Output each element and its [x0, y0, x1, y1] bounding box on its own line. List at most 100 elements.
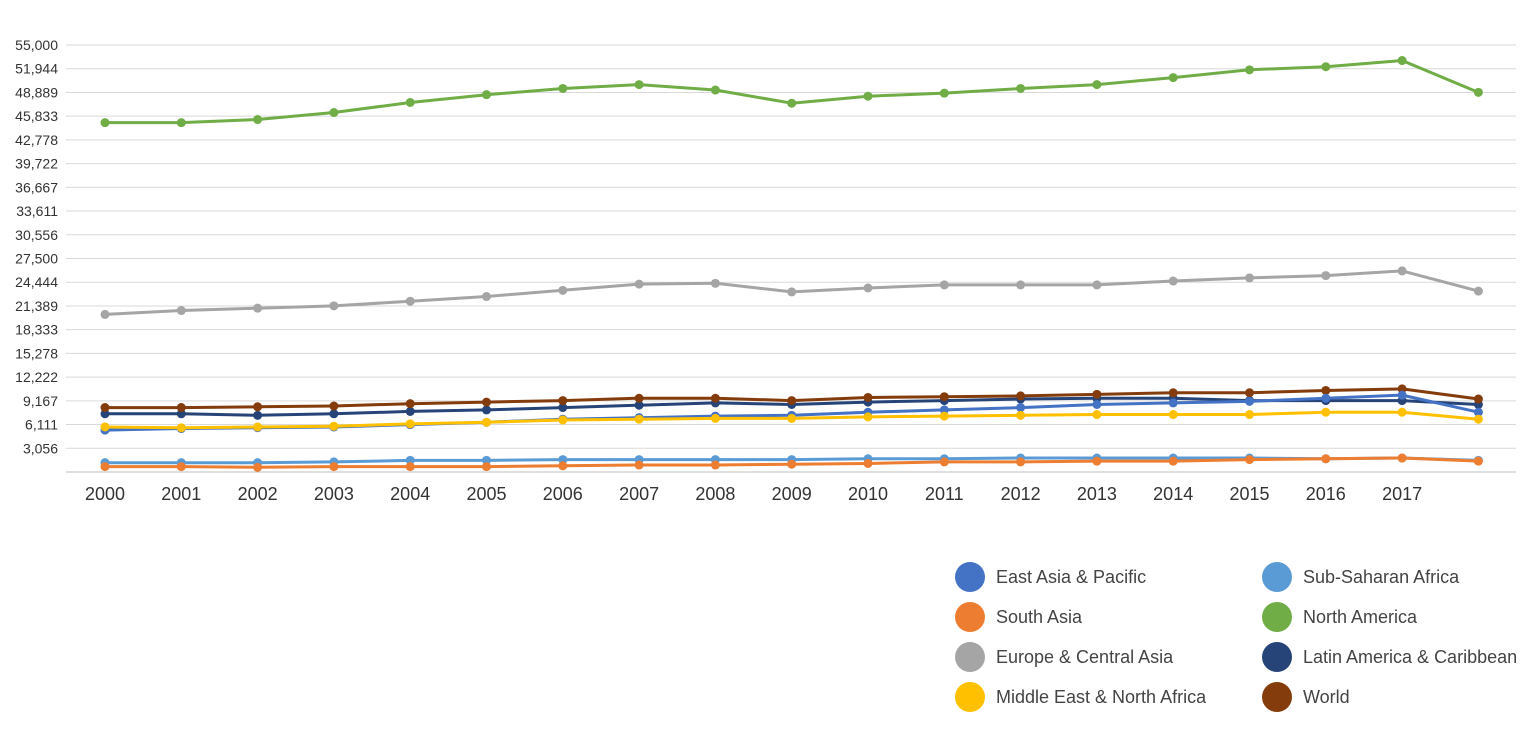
- data-point: [482, 90, 491, 100]
- data-point: [253, 410, 263, 420]
- x-tick-label: 2006: [543, 484, 583, 504]
- data-point: [939, 392, 949, 402]
- data-point: [329, 301, 339, 311]
- y-tick-label: 39,722: [15, 156, 58, 172]
- data-point: [558, 415, 568, 425]
- data-point: [1245, 273, 1254, 283]
- legend-item: South Asia: [955, 602, 1083, 632]
- x-tick-label: 2009: [772, 484, 812, 504]
- x-tick-label: 2003: [314, 484, 354, 504]
- data-point: [176, 118, 186, 128]
- data-point: [787, 459, 797, 469]
- data-point: [710, 85, 720, 95]
- data-point: [634, 393, 644, 403]
- data-point: [405, 97, 415, 107]
- data-point: [482, 455, 491, 465]
- y-tick-label: 51,944: [15, 61, 58, 77]
- data-point: [1473, 87, 1483, 97]
- data-point: [1092, 456, 1102, 466]
- series-south-asia: [100, 453, 1483, 472]
- series-group: [100, 56, 1483, 472]
- y-tick-label: 9,167: [23, 393, 58, 409]
- data-point: [253, 303, 263, 313]
- data-point: [1245, 455, 1254, 465]
- data-point: [1473, 407, 1483, 417]
- data-point: [1168, 276, 1178, 286]
- series-north-america: [100, 56, 1483, 128]
- data-point: [1397, 266, 1407, 276]
- data-point: [329, 421, 339, 431]
- legend-label: Middle East & North Africa: [996, 687, 1207, 707]
- data-point: [100, 309, 110, 319]
- data-point: [558, 455, 568, 465]
- y-tick-label: 33,611: [16, 203, 58, 219]
- legend-marker: [1262, 642, 1292, 672]
- legend-item: East Asia & Pacific: [955, 562, 1146, 592]
- data-point: [482, 292, 491, 302]
- data-point: [176, 423, 186, 433]
- data-point: [100, 422, 110, 432]
- data-point: [176, 403, 186, 413]
- y-tick-label: 21,389: [15, 298, 58, 314]
- data-point: [1016, 83, 1026, 93]
- x-tick-label: 2000: [85, 484, 125, 504]
- data-point: [1321, 393, 1331, 403]
- y-tick-label: 30,556: [15, 227, 58, 243]
- data-point: [1168, 73, 1178, 83]
- data-point: [1245, 410, 1254, 420]
- x-tick-label: 2012: [1001, 484, 1041, 504]
- y-tick-label: 55,000: [15, 37, 58, 53]
- x-tick-label: 2013: [1077, 484, 1117, 504]
- legend-label: South Asia: [996, 607, 1083, 627]
- legend-item: Latin America & Caribbean: [1262, 642, 1517, 672]
- y-tick-label: 18,333: [15, 322, 58, 338]
- data-point: [1321, 385, 1331, 395]
- data-point: [405, 419, 415, 429]
- x-tick-label: 2004: [390, 484, 430, 504]
- data-point: [1321, 271, 1331, 281]
- legend-label: Europe & Central Asia: [996, 647, 1174, 667]
- legend-item: Sub-Saharan Africa: [1262, 562, 1460, 592]
- data-point: [176, 462, 186, 472]
- y-tick-label: 24,444: [15, 274, 58, 290]
- legend-label: East Asia & Pacific: [996, 567, 1146, 587]
- data-point: [1397, 56, 1407, 66]
- series-middle-east-north-africa: [100, 407, 1483, 433]
- x-tick-label: 2002: [238, 484, 278, 504]
- data-point: [329, 409, 339, 419]
- legend-marker: [955, 562, 985, 592]
- data-point: [1016, 403, 1026, 413]
- data-point: [1092, 280, 1102, 290]
- data-point: [1092, 389, 1102, 399]
- data-point: [1092, 399, 1102, 409]
- data-point: [863, 458, 873, 468]
- data-point: [1397, 407, 1407, 417]
- data-point: [634, 400, 644, 410]
- legend-label: World: [1303, 687, 1350, 707]
- data-point: [482, 462, 491, 472]
- data-point: [863, 91, 873, 101]
- data-point: [329, 108, 339, 118]
- data-point: [253, 422, 263, 432]
- y-tick-label: 27,500: [15, 251, 58, 267]
- data-point: [100, 462, 110, 472]
- y-tick-label: 15,278: [15, 345, 58, 361]
- data-point: [939, 457, 949, 467]
- legend-marker: [955, 602, 985, 632]
- data-point: [253, 402, 263, 412]
- data-point: [482, 397, 491, 407]
- data-point: [787, 98, 797, 108]
- y-tick-label: 3,056: [23, 440, 58, 456]
- data-point: [1473, 414, 1483, 424]
- data-point: [1092, 410, 1102, 420]
- data-point: [253, 115, 263, 125]
- x-tick-label: 2015: [1229, 484, 1269, 504]
- data-point: [100, 403, 110, 413]
- data-point: [939, 411, 949, 421]
- data-point: [1321, 407, 1331, 417]
- data-point: [1321, 454, 1331, 464]
- data-point: [405, 296, 415, 306]
- legend-item: Middle East & North Africa: [955, 682, 1207, 712]
- data-point: [405, 399, 415, 409]
- data-point: [1016, 457, 1026, 467]
